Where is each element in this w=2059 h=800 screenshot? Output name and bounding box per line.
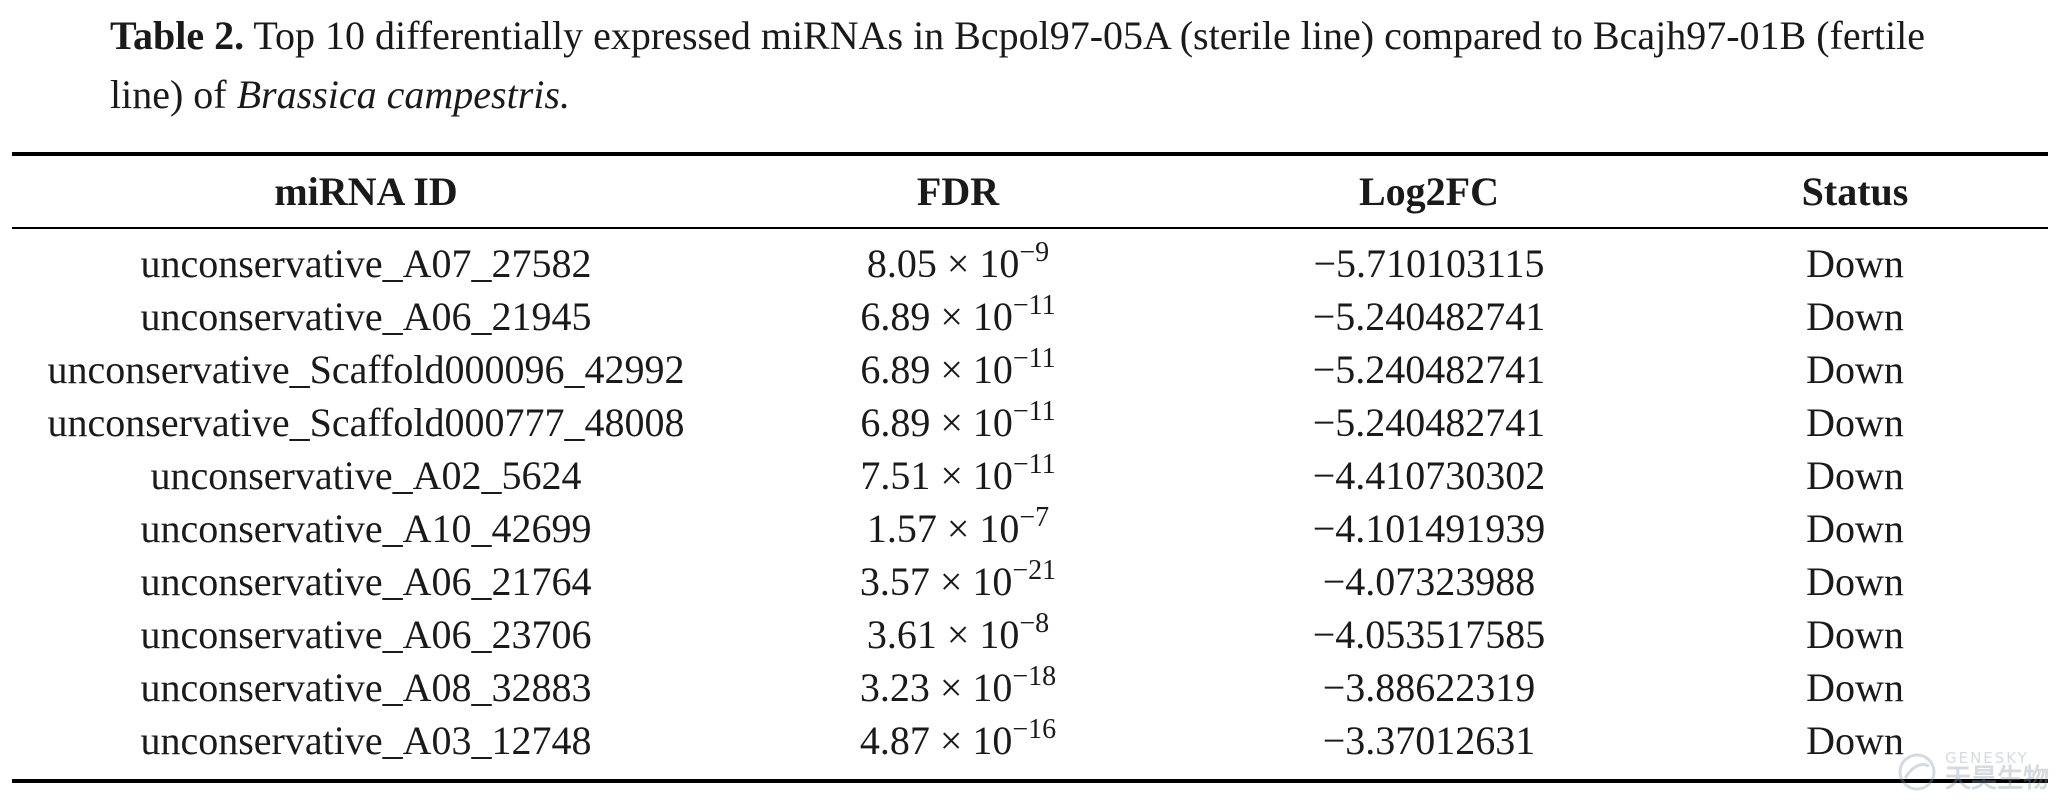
cell-fdr: 3.61 × 10−8 bbox=[720, 608, 1196, 661]
fdr-mantissa: 1.57 bbox=[866, 506, 937, 551]
fdr-exponent: −9 bbox=[1019, 237, 1050, 268]
cell-status: Down bbox=[1806, 241, 1904, 286]
fdr-mantissa: 6.89 bbox=[860, 347, 931, 392]
fdr-exponent: −11 bbox=[1012, 343, 1056, 374]
header-status: Status bbox=[1801, 169, 1909, 214]
watermark-cn: 天昊生物 bbox=[1944, 764, 2049, 794]
table-top-rule bbox=[12, 152, 2048, 156]
fdr-exponent: −21 bbox=[1012, 555, 1057, 586]
cell-mirna-id: unconservative_A07_27582 bbox=[140, 241, 592, 286]
fdr-base: × 10 bbox=[936, 241, 1020, 286]
cell-log2fc: −3.37012631 bbox=[1322, 718, 1536, 763]
cell-log2fc: −3.88622319 bbox=[1322, 665, 1536, 710]
fdr-base: × 10 bbox=[930, 294, 1013, 339]
cell-fdr: 3.23 × 10−18 bbox=[720, 661, 1196, 714]
caption-species: Brassica campestris. bbox=[236, 72, 570, 117]
fdr-exponent: −11 bbox=[1012, 290, 1056, 321]
table-row: unconservative_A10_42699 1.57 × 10−7 −4.10… bbox=[12, 502, 2048, 555]
cell-fdr: 3.57 × 10−21 bbox=[720, 555, 1196, 608]
table-header: miRNA ID FDR Log2FC Status bbox=[12, 156, 2048, 227]
cell-log2fc: −4.410730302 bbox=[1312, 453, 1546, 498]
fdr-base: × 10 bbox=[930, 347, 1013, 392]
cell-status: Down bbox=[1806, 347, 1904, 392]
table-row: unconservative_Scaffold000096_42992 6.89 … bbox=[12, 343, 2048, 396]
cell-mirna-id: unconservative_A10_42699 bbox=[140, 506, 592, 551]
table-row: unconservative_A06_21764 3.57 × 10−21 −4.0… bbox=[12, 555, 2048, 608]
cell-status: Down bbox=[1806, 400, 1904, 445]
fdr-mantissa: 4.87 bbox=[859, 718, 930, 763]
cell-fdr: 6.89 × 10−11 bbox=[720, 290, 1196, 343]
fdr-base: × 10 bbox=[936, 612, 1020, 657]
cell-log2fc: −5.240482741 bbox=[1312, 294, 1546, 339]
cell-log2fc: −5.240482741 bbox=[1312, 400, 1546, 445]
fdr-exponent: −11 bbox=[1012, 449, 1056, 480]
table-bottom-rule bbox=[12, 779, 2048, 783]
cell-fdr: 8.05 × 10−9 bbox=[720, 237, 1196, 290]
table-row: unconservative_A06_21945 6.89 × 10−11 −5.2… bbox=[12, 290, 2048, 343]
fdr-exponent: −7 bbox=[1019, 502, 1050, 533]
fdr-mantissa: 3.61 bbox=[866, 612, 937, 657]
table-row: unconservative_A06_23706 3.61 × 10−8 −4.05… bbox=[12, 608, 2048, 661]
cell-status: Down bbox=[1806, 718, 1904, 763]
cell-status: Down bbox=[1806, 506, 1904, 551]
cell-status: Down bbox=[1806, 612, 1904, 657]
header-row: miRNA ID FDR Log2FC Status bbox=[12, 156, 2048, 227]
fdr-exponent: −11 bbox=[1012, 396, 1056, 427]
table-row: unconservative_A08_32883 3.23 × 10−18 −3.8… bbox=[12, 661, 2048, 714]
fdr-base: × 10 bbox=[929, 665, 1013, 710]
fdr-base: × 10 bbox=[929, 559, 1013, 604]
watermark-logo: GENESKY 天昊生物 bbox=[1897, 751, 2049, 792]
cell-fdr: 7.51 × 10−11 bbox=[720, 449, 1196, 502]
cell-status: Down bbox=[1806, 559, 1904, 604]
caption-text: Top 10 differentially expressed miRNAs i… bbox=[110, 13, 1926, 117]
table-row: unconservative_A02_5624 7.51 × 10−11 −4.41… bbox=[12, 449, 2048, 502]
cell-mirna-id: unconservative_A06_21764 bbox=[140, 559, 592, 604]
geneSky-logo-icon bbox=[1898, 753, 1936, 790]
cell-status: Down bbox=[1806, 665, 1904, 710]
fdr-exponent: −16 bbox=[1012, 714, 1057, 745]
header-mirna-id: miRNA ID bbox=[274, 169, 458, 214]
table-row: unconservative_Scaffold000777_48008 6.89 … bbox=[12, 396, 2048, 449]
cell-mirna-id: unconservative_A08_32883 bbox=[140, 665, 592, 710]
fdr-mantissa: 3.23 bbox=[859, 665, 930, 710]
fdr-base: × 10 bbox=[930, 453, 1013, 498]
cell-fdr: 6.89 × 10−11 bbox=[720, 396, 1196, 449]
cell-mirna-id: unconservative_Scaffold000096_42992 bbox=[47, 347, 685, 392]
cell-mirna-id: unconservative_A06_23706 bbox=[140, 612, 592, 657]
cell-log2fc: −4.07323988 bbox=[1322, 559, 1536, 604]
cell-log2fc: −5.240482741 bbox=[1312, 347, 1546, 392]
cell-mirna-id: unconservative_A02_5624 bbox=[150, 453, 582, 498]
cell-mirna-id: unconservative_A03_12748 bbox=[140, 718, 592, 763]
fdr-exponent: −18 bbox=[1012, 661, 1057, 692]
fdr-exponent: −8 bbox=[1019, 608, 1050, 639]
fdr-base: × 10 bbox=[936, 506, 1020, 551]
cell-fdr: 4.87 × 10−16 bbox=[720, 714, 1196, 767]
fdr-mantissa: 6.89 bbox=[860, 400, 931, 445]
cell-mirna-id: unconservative_A06_21945 bbox=[140, 294, 592, 339]
header-fdr: FDR bbox=[916, 169, 1000, 214]
cell-log2fc: −4.053517585 bbox=[1312, 612, 1546, 657]
table-row: unconservative_A07_27582 8.05 × 10−9 −5.71… bbox=[12, 237, 2048, 290]
cell-fdr: 6.89 × 10−11 bbox=[720, 343, 1196, 396]
fdr-mantissa: 3.57 bbox=[859, 559, 930, 604]
fdr-base: × 10 bbox=[930, 400, 1013, 445]
table-row: unconservative_A03_12748 4.87 × 10−16 −3.3… bbox=[12, 714, 2048, 767]
fdr-mantissa: 8.05 bbox=[866, 241, 937, 286]
cell-mirna-id: unconservative_Scaffold000777_48008 bbox=[47, 400, 685, 445]
fdr-base: × 10 bbox=[929, 718, 1013, 763]
cell-log2fc: −4.101491939 bbox=[1312, 506, 1546, 551]
caption-label: Table 2. bbox=[110, 13, 245, 58]
watermark-en: GENESKY bbox=[1944, 749, 2029, 767]
cell-fdr: 1.57 × 10−7 bbox=[720, 502, 1196, 555]
table-header-rule bbox=[12, 227, 2048, 229]
fdr-mantissa: 6.89 bbox=[860, 294, 931, 339]
cell-status: Down bbox=[1806, 453, 1904, 498]
cell-status: Down bbox=[1806, 294, 1904, 339]
fdr-mantissa: 7.51 bbox=[860, 453, 931, 498]
table-caption: Table 2. Top 10 differentially expressed… bbox=[110, 6, 1990, 124]
table-body: unconservative_A07_27582 8.05 × 10−9 −5.71… bbox=[12, 237, 2048, 767]
header-log2fc: Log2FC bbox=[1359, 169, 1499, 214]
cell-log2fc: −5.710103115 bbox=[1313, 241, 1545, 286]
